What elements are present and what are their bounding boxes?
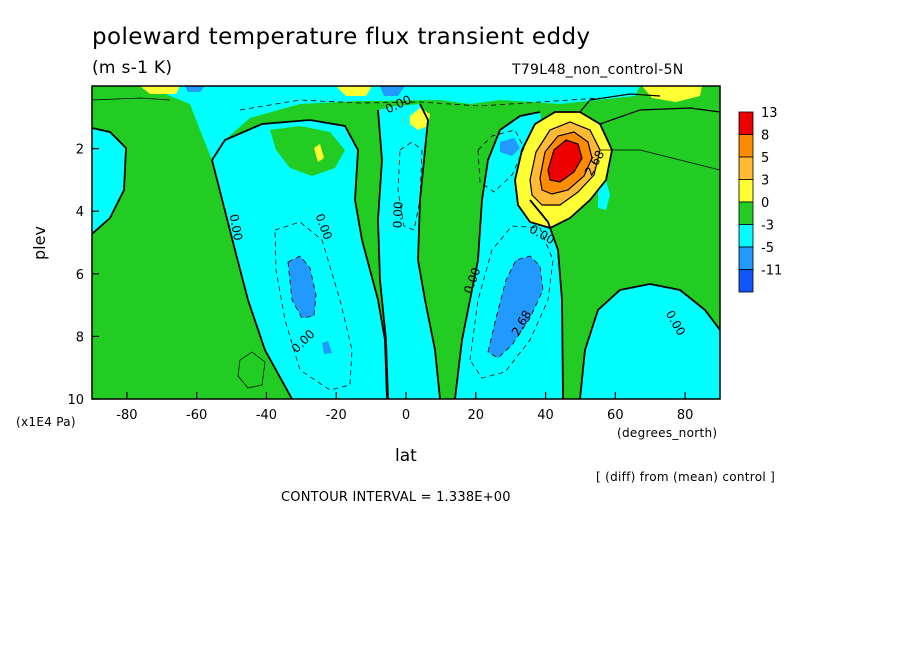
colorbar-swatch xyxy=(738,224,754,248)
x-tick-label: -40 xyxy=(256,408,277,423)
colorbar-label: 3 xyxy=(761,174,769,189)
band-blue-core-south xyxy=(288,256,316,318)
x-tick-label: 0 xyxy=(402,408,410,423)
band-yellow-top-mid xyxy=(336,86,372,96)
y-axis-unit: (x1E4 Pa) xyxy=(16,415,76,429)
colorbar: 13 8 5 3 0 -3 -5 -11 xyxy=(738,106,782,293)
chart-title: poleward temperature flux transient eddy xyxy=(92,24,591,50)
colorbar-label: 5 xyxy=(761,151,769,166)
x-tick-label: 80 xyxy=(677,408,694,423)
y-tick-label: 4 xyxy=(76,205,84,220)
x-tick-label: 20 xyxy=(468,408,485,423)
contour-lines-thin xyxy=(92,97,720,389)
band-cyan-west-edge xyxy=(92,128,126,234)
contour-label: 0.00 xyxy=(227,213,245,242)
colorbar-label: -3 xyxy=(761,219,774,234)
y-tick-label: 2 xyxy=(76,143,84,158)
contour-field xyxy=(92,86,720,399)
band-blue-core-north xyxy=(488,256,543,358)
contour-label: 0.00 xyxy=(391,201,406,228)
band-green-island-top xyxy=(270,126,345,176)
band-blue-top-left xyxy=(185,86,205,92)
contour-lines-positive xyxy=(529,93,720,206)
contour-lines-negative xyxy=(239,97,601,391)
band-cyan-polar-north xyxy=(580,284,720,399)
colorbar-swatch xyxy=(738,111,754,135)
colorbar-swatch xyxy=(738,179,754,203)
band-cyan-top-strip xyxy=(150,86,640,160)
contour-lines-zero xyxy=(92,103,720,399)
run-label: T79L48_non_control-5N xyxy=(512,62,684,78)
y-tick-label: 10 xyxy=(67,393,84,408)
colorbar-label: 8 xyxy=(761,129,769,144)
chart-units: (m s-1 K) xyxy=(92,58,173,78)
diff-note: [ (diff) from (mean) control ] xyxy=(596,470,776,484)
x-axis-label: lat xyxy=(395,446,417,466)
y-axis-ticks: 2 4 6 8 10 xyxy=(67,143,99,408)
band-cyan-equator-column xyxy=(378,104,440,399)
colorbar-label: -11 xyxy=(761,264,782,279)
x-tick-label: -20 xyxy=(326,408,347,423)
band-yellow-small xyxy=(314,144,324,162)
band-blue-patch-top xyxy=(500,138,520,156)
band-blue-top-mid xyxy=(380,86,405,96)
band-green-island-south xyxy=(238,352,265,388)
contour-interval: CONTOUR INTERVAL = 1.338E+00 xyxy=(281,490,511,505)
x-axis-ticks: -80 -60 -40 -20 0 20 40 60 80 xyxy=(116,392,693,423)
y-tick-label: 6 xyxy=(76,268,84,283)
colorbar-label: 13 xyxy=(761,106,778,121)
band-green-island-mid xyxy=(458,126,488,146)
x-tick-label: 60 xyxy=(607,408,624,423)
band-red-max xyxy=(548,140,582,182)
x-tick-label: 40 xyxy=(537,408,554,423)
y-tick-label: 8 xyxy=(76,330,84,345)
band-blue-patch-small xyxy=(322,341,332,354)
x-tick-label: -60 xyxy=(186,408,207,423)
x-axis-unit: (degrees_north) xyxy=(617,426,718,440)
colorbar-swatch xyxy=(738,201,754,225)
band-yellow-top-right xyxy=(642,86,702,102)
colorbar-swatch xyxy=(738,269,754,293)
colorbar-label: -5 xyxy=(761,241,774,256)
x-tick-label: -80 xyxy=(116,408,137,423)
colorbar-swatch xyxy=(738,134,754,158)
colorbar-label: 0 xyxy=(761,196,769,211)
colorbar-swatch xyxy=(738,156,754,180)
colorbar-swatch xyxy=(738,246,754,270)
band-yellow-top-left xyxy=(140,86,180,94)
